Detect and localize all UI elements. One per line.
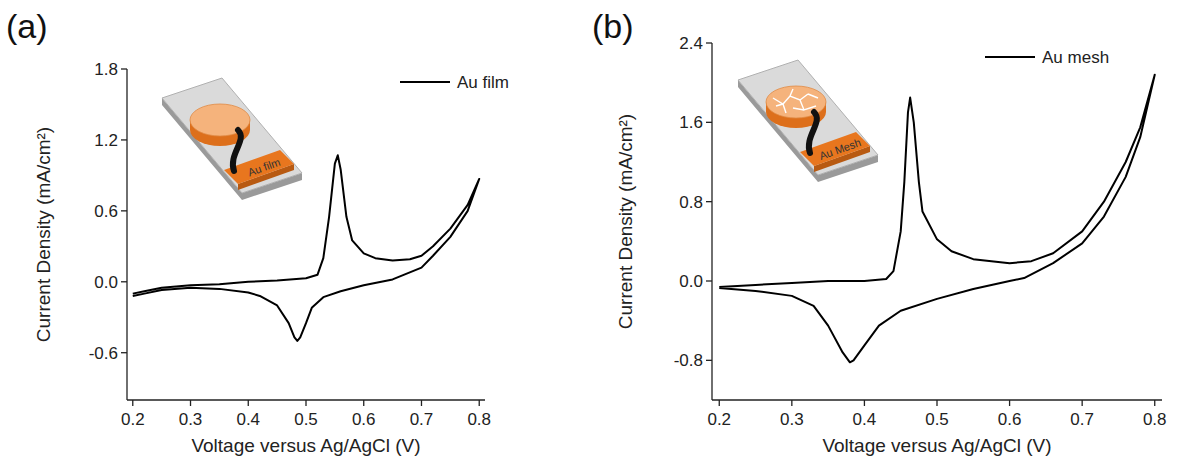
y-tick-label: 0.0 <box>679 272 703 291</box>
x-tick-label: 0.8 <box>1143 410 1167 429</box>
y-axis <box>126 69 127 400</box>
y-tick-label: 2.4 <box>679 34 703 53</box>
x-tick-label: 0.2 <box>707 410 731 429</box>
inset-connector <box>809 112 817 153</box>
x-tick-label: 0.3 <box>179 410 203 429</box>
y-tick-label: -0.6 <box>89 344 118 363</box>
x-tick-label: 0.7 <box>410 410 434 429</box>
x-tick <box>791 400 792 406</box>
x-axis-title: Voltage versus Ag/AgCl (V) <box>191 435 420 456</box>
x-tick-label: 0.3 <box>780 410 804 429</box>
y-tick <box>121 210 127 211</box>
panel: (a) 0.2 0.3 0.4 0.5 0.6 0.7 0.8 -0.6 0.0 0.6 1.2 1.8… <box>6 7 509 456</box>
panel-label: (b) <box>592 7 634 45</box>
y-tick <box>706 201 712 202</box>
inset-connector <box>233 130 241 171</box>
x-tick-label: 0.7 <box>1070 410 1094 429</box>
x-tick <box>363 400 364 406</box>
x-tick <box>1154 400 1155 406</box>
legend-label: Au film <box>457 73 509 92</box>
x-tick <box>421 400 422 406</box>
x-tick <box>190 400 191 406</box>
x-tick <box>479 400 480 406</box>
y-tick <box>121 281 127 282</box>
y-tick <box>706 360 712 361</box>
x-tick-label: 0.5 <box>925 410 949 429</box>
x-tick <box>248 400 249 406</box>
figure: (a) 0.2 0.3 0.4 0.5 0.6 0.7 0.8 -0.6 0.0 0.6 1.2 1.8… <box>0 0 1177 462</box>
legend-label: Au mesh <box>1042 48 1109 67</box>
x-tick-label: 0.4 <box>853 410 877 429</box>
legend-swatch <box>985 56 1035 58</box>
y-tick <box>121 68 127 69</box>
panel-label: (a) <box>6 7 48 45</box>
x-tick-label: 0.2 <box>121 410 145 429</box>
x-axis-title: Voltage versus Ag/AgCl (V) <box>822 435 1051 456</box>
y-tick-label: 1.6 <box>679 113 703 132</box>
y-tick-label: 0.0 <box>94 273 118 292</box>
y-tick <box>706 42 712 43</box>
inset: Au film <box>162 78 302 200</box>
legend-swatch <box>400 81 450 83</box>
y-tick-label: 1.8 <box>94 60 118 79</box>
x-tick-label: 0.8 <box>467 410 491 429</box>
y-tick-label: 0.8 <box>679 193 703 212</box>
y-tick-label: -0.8 <box>674 351 703 370</box>
plot-area <box>133 155 479 341</box>
inset-label: Au film <box>246 156 282 179</box>
inset-mesh-cracks <box>773 89 818 113</box>
y-axis-title: Current Density (mA/cm²) <box>615 114 636 329</box>
y-tick <box>706 280 712 281</box>
x-tick-label: 0.6 <box>998 410 1022 429</box>
inset-slab <box>738 60 878 175</box>
cv-curve <box>719 75 1154 363</box>
x-tick-label: 0.5 <box>294 410 318 429</box>
y-tick-label: 1.2 <box>94 131 118 150</box>
inset: Au Mesh <box>738 60 878 182</box>
y-tick <box>706 122 712 123</box>
inset-slab <box>162 78 302 193</box>
y-tick-label: 0.6 <box>94 202 118 221</box>
y-axis <box>711 43 712 400</box>
cv-curve <box>133 155 479 341</box>
y-tick <box>121 139 127 140</box>
x-tick <box>719 400 720 406</box>
x-tick-label: 0.6 <box>352 410 376 429</box>
x-tick <box>936 400 937 406</box>
x-tick <box>132 400 133 406</box>
inset-label: Au Mesh <box>818 136 863 162</box>
y-tick <box>121 352 127 353</box>
x-tick <box>864 400 865 406</box>
y-axis-title: Current Density (mA/cm²) <box>33 127 54 342</box>
x-tick <box>305 400 306 406</box>
x-tick-label: 0.4 <box>236 410 260 429</box>
plot-area <box>719 75 1154 363</box>
panel: (b) 0.2 0.3 0.4 0.5 0.6 0.7 0.8 -0.8 0.0 0.8 1.6 2.4… <box>592 7 1167 456</box>
x-tick <box>1009 400 1010 406</box>
x-tick <box>1082 400 1083 406</box>
